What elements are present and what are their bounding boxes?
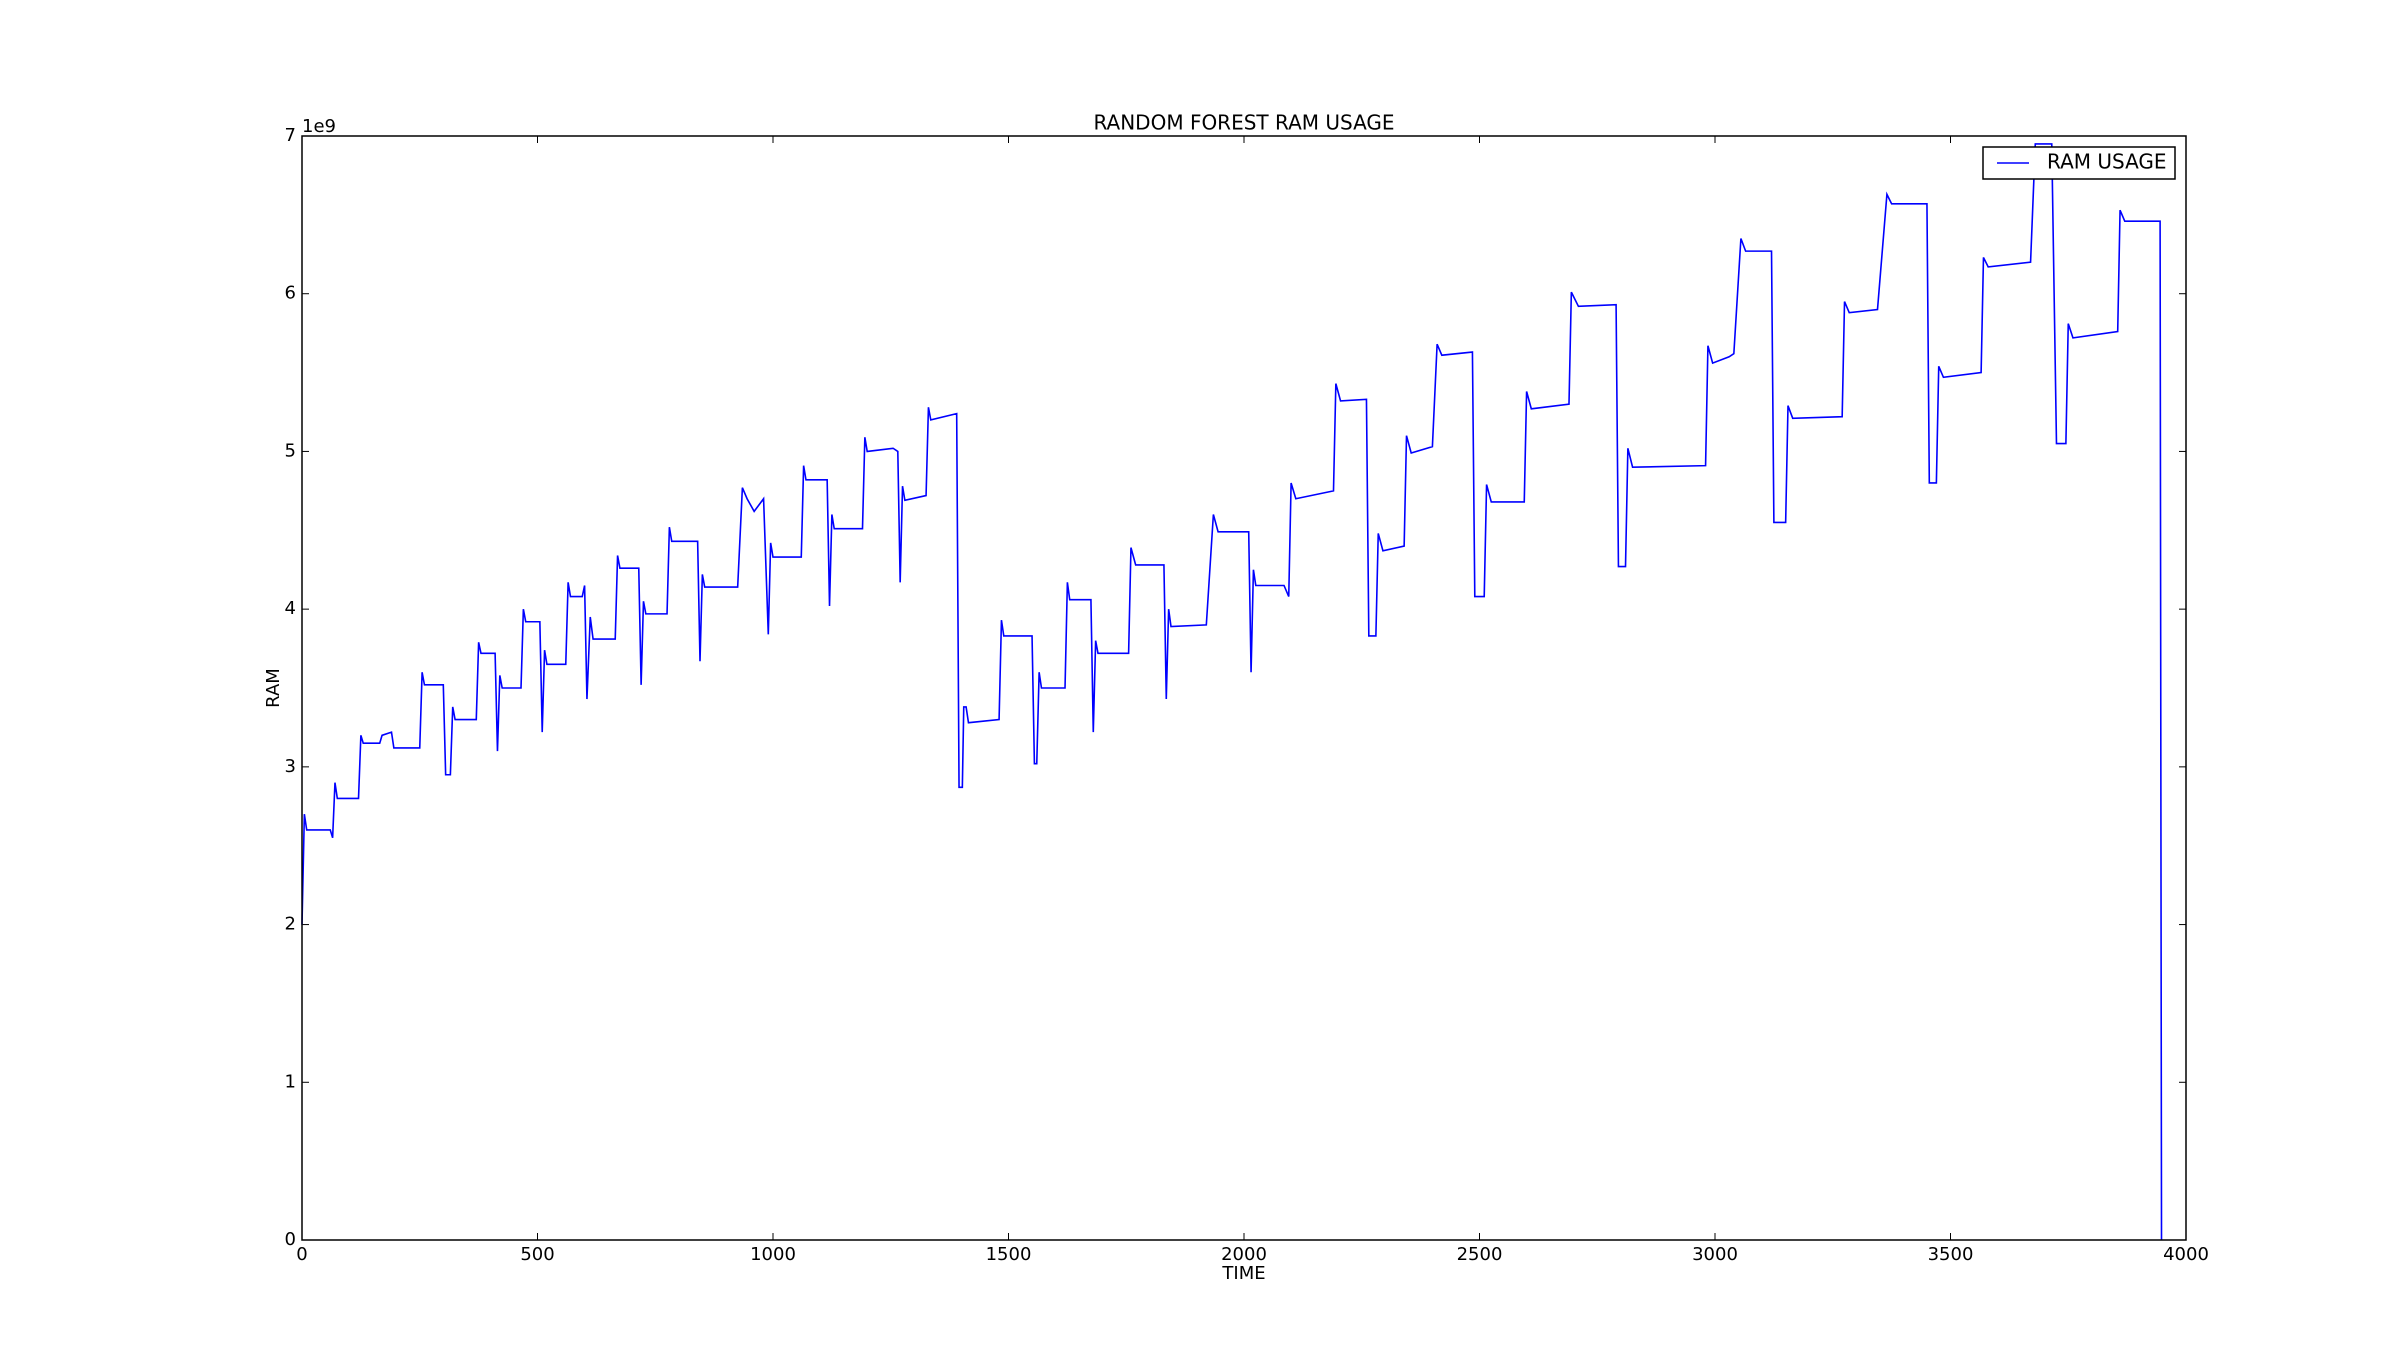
x-tick-label: 3500 bbox=[1928, 1244, 1974, 1265]
x-tick-label: 3000 bbox=[1692, 1244, 1738, 1265]
y-tick-label: 2 bbox=[285, 914, 296, 935]
y-tick-label: 7 bbox=[285, 125, 296, 146]
y-tick-label: 1 bbox=[285, 1071, 296, 1092]
x-tick-label: 500 bbox=[520, 1244, 554, 1265]
x-tick-label: 0 bbox=[296, 1244, 307, 1265]
y-tick-label: 0 bbox=[285, 1229, 296, 1250]
y-tick-label: 3 bbox=[285, 756, 296, 777]
x-tick-label: 4000 bbox=[2163, 1244, 2209, 1265]
x-tick-label: 1000 bbox=[750, 1244, 796, 1265]
x-tick-label: 2000 bbox=[1221, 1244, 1267, 1265]
y-tick-label: 4 bbox=[285, 598, 296, 619]
legend-label: RAM USAGE bbox=[2047, 150, 2167, 174]
y-axis-label: RAM bbox=[263, 668, 284, 708]
x-tick-label: 1500 bbox=[986, 1244, 1032, 1265]
x-axis-label: TIME bbox=[1221, 1263, 1265, 1284]
data-line bbox=[301, 143, 2163, 1241]
plot-frame bbox=[301, 135, 2187, 1241]
y-tick-label: 5 bbox=[285, 440, 296, 461]
y-tick-label: 6 bbox=[285, 283, 296, 304]
x-tick-label: 2500 bbox=[1457, 1244, 1503, 1265]
y-offset-label: 1e9 bbox=[302, 116, 336, 137]
chart-title: RANDOM FOREST RAM USAGE bbox=[1093, 111, 1394, 135]
